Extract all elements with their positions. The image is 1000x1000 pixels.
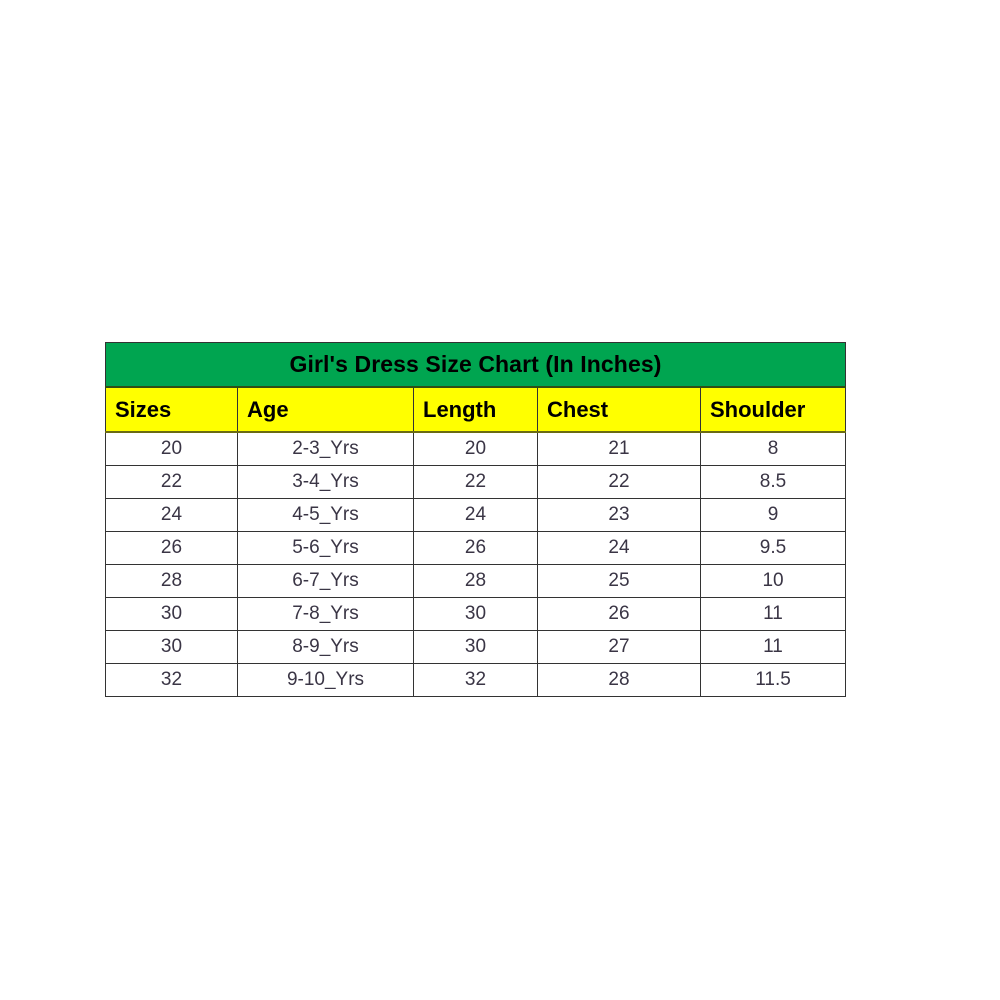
cell-length: 30: [413, 630, 538, 664]
cell-age: 8-9_Yrs: [237, 630, 414, 664]
cell-length: 28: [413, 564, 538, 598]
size-chart-body: 20 2-3_Yrs 20 21 8 22 3-4_Yrs 22 22 8.5 …: [105, 431, 847, 697]
cell-age: 2-3_Yrs: [237, 431, 414, 466]
cell-age: 4-5_Yrs: [237, 498, 414, 532]
column-header-shoulder: Shoulder: [699, 387, 847, 433]
cell-age: 9-10_Yrs: [237, 663, 414, 697]
chart-title: Girl's Dress Size Chart (In Inches): [104, 342, 847, 388]
table-row: 22 3-4_Yrs 22 22 8.5: [105, 465, 847, 499]
cell-shoulder: 8: [699, 431, 847, 466]
table-row: 28 6-7_Yrs 28 25 10: [105, 564, 847, 598]
cell-length: 30: [413, 597, 538, 631]
table-row: 30 8-9_Yrs 30 27 11: [105, 630, 847, 664]
cell-shoulder: 9: [699, 498, 847, 532]
table-row: 20 2-3_Yrs 20 21 8: [105, 431, 847, 466]
chart-title-row: Girl's Dress Size Chart (In Inches): [104, 342, 847, 388]
cell-size: 30: [105, 597, 238, 631]
table-row: 30 7-8_Yrs 30 26 11: [105, 597, 847, 631]
cell-size: 28: [105, 564, 238, 598]
cell-age: 5-6_Yrs: [237, 531, 414, 565]
cell-age: 3-4_Yrs: [237, 465, 414, 499]
cell-size: 24: [105, 498, 238, 532]
cell-shoulder: 10: [699, 564, 847, 598]
cell-age: 6-7_Yrs: [237, 564, 414, 598]
cell-chest: 23: [537, 498, 701, 532]
cell-chest: 25: [537, 564, 701, 598]
size-chart-table: Girl's Dress Size Chart (In Inches) Size…: [104, 342, 847, 697]
cell-length: 20: [413, 431, 538, 466]
cell-size: 20: [105, 431, 238, 466]
table-row: 32 9-10_Yrs 32 28 11.5: [105, 663, 847, 697]
cell-shoulder: 9.5: [699, 531, 847, 565]
cell-chest: 28: [537, 663, 701, 697]
column-header-row: Sizes Age Length Chest Shoulder: [105, 387, 847, 433]
cell-length: 32: [413, 663, 538, 697]
cell-age: 7-8_Yrs: [237, 597, 414, 631]
table-row: 24 4-5_Yrs 24 23 9: [105, 498, 847, 532]
cell-size: 32: [105, 663, 238, 697]
cell-chest: 21: [537, 431, 701, 466]
cell-shoulder: 8.5: [699, 465, 847, 499]
size-chart-container: Girl's Dress Size Chart (In Inches) Size…: [104, 342, 847, 697]
cell-size: 22: [105, 465, 238, 499]
cell-size: 30: [105, 630, 238, 664]
cell-length: 22: [413, 465, 538, 499]
cell-size: 26: [105, 531, 238, 565]
column-header-chest: Chest: [537, 387, 701, 433]
cell-shoulder: 11: [699, 597, 847, 631]
cell-length: 24: [413, 498, 538, 532]
cell-length: 26: [413, 531, 538, 565]
column-header-sizes: Sizes: [105, 387, 238, 433]
cell-chest: 22: [537, 465, 701, 499]
column-header-age: Age: [237, 387, 414, 433]
table-row: 26 5-6_Yrs 26 24 9.5: [105, 531, 847, 565]
cell-chest: 24: [537, 531, 701, 565]
column-header-length: Length: [413, 387, 538, 433]
cell-shoulder: 11.5: [699, 663, 847, 697]
cell-shoulder: 11: [699, 630, 847, 664]
cell-chest: 26: [537, 597, 701, 631]
cell-chest: 27: [537, 630, 701, 664]
